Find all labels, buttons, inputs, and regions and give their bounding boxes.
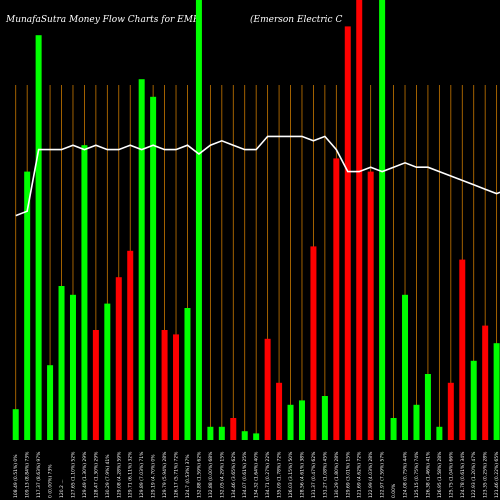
money-flow-bar — [92, 330, 99, 440]
x-tick-label: 134.71 (0.27%) 22% — [265, 451, 271, 498]
money-flow-bar — [81, 145, 88, 440]
money-flow-bar — [184, 308, 191, 440]
x-tick-label: 131.37 (0.47%) 62% — [311, 451, 317, 498]
x-tick-label: 135.09 (1.78%) 72% — [277, 451, 283, 498]
money-flow-bar — [173, 334, 180, 440]
money-flow-bar — [402, 294, 409, 440]
money-flow-bar — [12, 409, 19, 440]
x-tick-label: 134.32 (1.64%) 40% — [254, 451, 260, 498]
money-flow-bar — [344, 26, 351, 441]
price-line — [15, 135, 500, 217]
x-tick-label: 126.95 (1.58%) 28% — [437, 451, 443, 498]
x-tick-label: 132.88 (1.59%) 62% — [196, 451, 202, 498]
x-tick-label: 129.19 (4.70%) 0% — [151, 454, 157, 498]
money-flow-bar — [218, 426, 225, 440]
money-flow-bar — [230, 418, 237, 440]
money-flow-bar — [35, 35, 42, 440]
money-flow-bar — [161, 330, 168, 440]
money-flow-bar — [115, 277, 122, 440]
price-line-path — [15, 135, 500, 217]
x-tick-label: 122.97 (7.59%) 57% — [380, 451, 386, 498]
money-flow-bar — [482, 325, 489, 440]
x-tick-label: 129.71 (6.11%) 32% — [128, 451, 134, 498]
money-flow-bar — [390, 418, 397, 440]
money-flow-bar — [459, 259, 466, 440]
money-flow-bar — [298, 400, 305, 440]
x-tick-label: 129.79 (5.94%) 28% — [162, 451, 168, 498]
money-flow-bar — [47, 365, 54, 440]
x-tick-labels: 108.49 (0.51%) 0% 109.13 (8.84%) 73% 117.3… — [13, 451, 500, 498]
x-tick-label: 126.03 (3.15%) 50% — [288, 451, 294, 498]
money-flow-bar — [436, 426, 443, 440]
money-flow-bar — [138, 79, 145, 440]
x-tick-label: 125.75 (1.04%) 66% — [448, 451, 454, 498]
x-tick-label: 124.7 (0.53%) 37% — [185, 454, 191, 498]
x-tick-label: 0 (0.00%) 73% — [48, 464, 54, 498]
x-tick-label: 121.69 (4.62%) 72% — [357, 451, 363, 498]
money-flow-bar — [58, 286, 65, 440]
money-flow-bar — [424, 374, 431, 440]
chart-header-left: MunafaSutra Money Flow Charts for EMR — [5, 15, 200, 25]
chart-header-right: (Emerson Electric C — [250, 14, 342, 25]
money-flow-bar — [253, 433, 260, 440]
money-flow-bar — [127, 250, 134, 440]
x-tick-label: 134.07 (0.61%) 25% — [242, 451, 248, 498]
x-tick-label: 132.88 (0.00%) 68% — [208, 451, 214, 498]
x-tick-label: 120.2 ... — [59, 479, 65, 498]
x-tick-label: 122.99 (4.03%) 28% — [368, 451, 374, 498]
x-tick-label: 124.78 (0.61%) 34% — [460, 451, 466, 498]
x-tick-label: 121.46 (0.22%) 65% — [494, 451, 500, 498]
x-tick-label: 122.93 (1.20%) 47% — [471, 451, 477, 498]
x-tick-label: 129.08 (4.28%) 59% — [116, 451, 122, 498]
x-tick-label: 134.46 (3.65%) 62% — [231, 451, 237, 498]
x-tick-label: 123.35 (0.25%) 28% — [483, 451, 489, 498]
money-flow-bar — [356, 0, 363, 440]
money-flow-bar — [69, 294, 76, 440]
money-flow-bar — [367, 171, 374, 440]
x-tick-label: 108.49 (0.51%) 0% — [13, 454, 19, 498]
money-flow-bar — [241, 431, 248, 440]
money-flow-bar — [321, 396, 328, 440]
x-tick-label: 129.69 (3.01%) 15% — [345, 451, 351, 498]
x-tick-label: 126.17 (5.71%) 72% — [174, 451, 180, 498]
money-flow-bar — [104, 303, 111, 440]
x-tick-label: 128.47 (1.30%) 29% — [93, 451, 99, 498]
x-tick-label: 130.29 (1.80%) 28% — [334, 451, 340, 498]
x-tick-label: 109.13 (8.84%) 73% — [25, 451, 31, 498]
money-flow-bar — [207, 426, 214, 440]
money-flow-bar — [24, 171, 31, 440]
money-flow-bars — [12, 0, 500, 441]
money-flow-bar — [493, 343, 500, 440]
money-flow-bar — [264, 338, 271, 440]
money-flow-bar — [333, 158, 340, 440]
money-flow-bar — [447, 382, 454, 440]
money-flow-bar — [150, 96, 157, 441]
x-tick-label: 117.37 (8.63%) 97% — [36, 451, 42, 498]
x-tick-label: 126.38 (1.46%) 41% — [425, 451, 431, 498]
x-tick-label: 129.49 (1.30%) 29% — [82, 451, 88, 498]
x-tick-label: 131.27 (1.08%) 45% — [322, 451, 328, 498]
money-flow-bar — [195, 0, 202, 440]
money-flow-bar — [287, 404, 294, 440]
money-flow-bar — [470, 360, 477, 440]
x-tick-label: 130.29 (7.9%) 41% — [105, 454, 111, 498]
x-tick-label: 127.65 (1.10%) 52% — [70, 451, 76, 498]
money-flow-bar — [413, 404, 420, 440]
x-tick-label: 128.56 (4.61%) 38% — [299, 451, 305, 498]
money-flow-bar — [310, 246, 317, 440]
x-tick-label: 132.05 (4.29%) 15% — [219, 451, 225, 498]
x-tick-label: 0.00% — [391, 483, 397, 498]
x-tick-label: 125.15 (0.75%) 74% — [414, 451, 420, 498]
money-flow-bar — [379, 0, 386, 440]
money-flow-bar — [276, 382, 283, 440]
x-tick-label: 129.89 (7.03%) 71% — [139, 451, 145, 498]
x-tick-label: 124.08 (0.75%) 44% — [403, 451, 409, 498]
